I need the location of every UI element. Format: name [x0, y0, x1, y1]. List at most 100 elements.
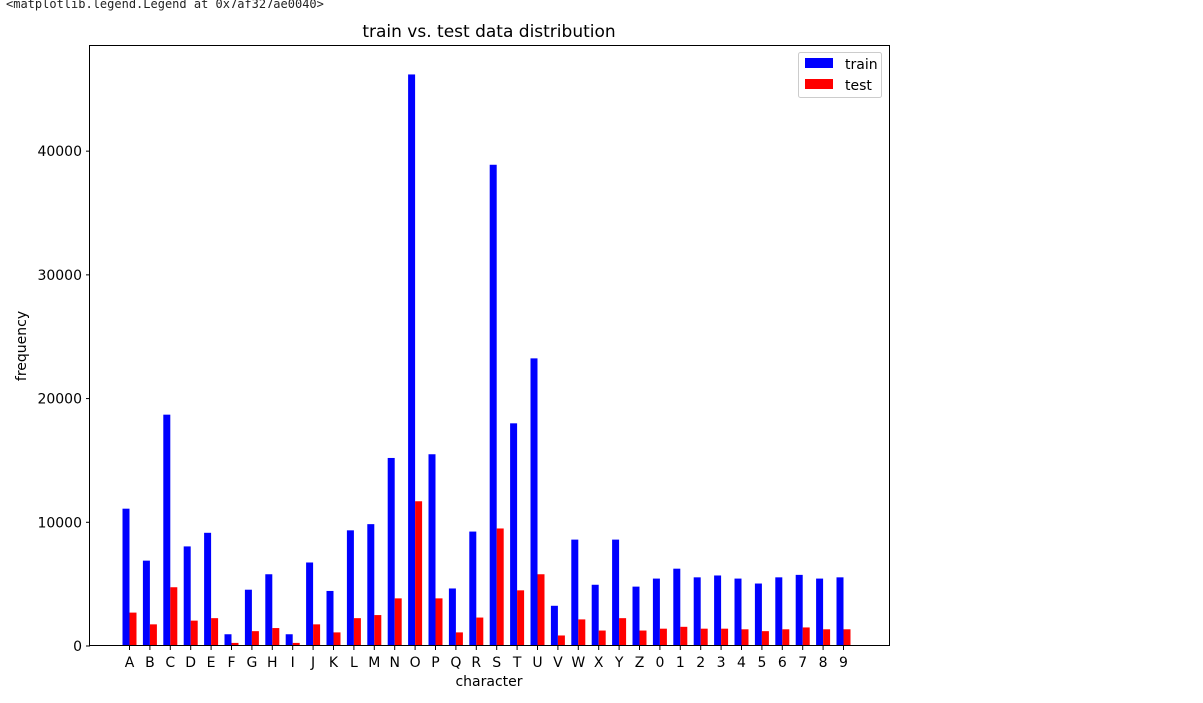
bar-test-N	[394, 598, 402, 646]
bar-train-U	[530, 358, 538, 646]
x-tick-label: A	[125, 655, 135, 671]
bar-train-4	[734, 578, 742, 646]
bar-train-L	[346, 530, 354, 646]
bar-test-E	[211, 618, 219, 646]
bar-train-8	[816, 578, 824, 646]
bar-test-P	[435, 598, 443, 646]
bar-test-F	[231, 642, 239, 646]
bar-test-J	[313, 624, 321, 646]
bar-test-C	[170, 587, 178, 646]
legend: train test	[798, 52, 882, 98]
bar-test-7	[802, 627, 810, 646]
bar-test-H	[272, 628, 280, 646]
bar-train-I	[285, 634, 293, 646]
x-tick-label: S	[492, 655, 501, 671]
bar-test-9	[843, 629, 851, 646]
x-tick-label: 4	[737, 655, 746, 671]
x-tick-label: I	[291, 655, 295, 671]
x-tick-label: J	[310, 655, 315, 671]
legend-swatch-test	[805, 79, 833, 89]
x-tick-label: E	[207, 655, 216, 671]
legend-label-train: train	[845, 57, 878, 73]
x-tick-label: B	[145, 655, 155, 671]
x-tick-label: 5	[757, 655, 766, 671]
bar-test-2	[700, 628, 708, 646]
x-tick-label: F	[227, 655, 235, 671]
plot-frame	[89, 45, 890, 646]
bar-train-S	[489, 164, 497, 646]
x-tick-label: V	[553, 655, 563, 671]
bar-train-B	[142, 560, 150, 646]
bar-train-M	[367, 524, 375, 646]
bar-test-M	[374, 615, 382, 646]
bar-train-G	[244, 589, 252, 646]
bar-test-K	[333, 632, 341, 646]
x-tick-label: H	[267, 655, 278, 671]
x-tick-label: P	[431, 655, 439, 671]
bar-test-Z	[639, 630, 647, 646]
bar-train-Y	[612, 539, 620, 646]
x-tick-label: U	[532, 655, 542, 671]
y-tick-label: 20000	[37, 392, 82, 408]
x-axis-label: character	[455, 674, 522, 690]
x-tick-label: N	[389, 655, 399, 671]
bar-test-G	[251, 631, 259, 646]
bar-train-W	[571, 539, 579, 646]
bar-train-5	[754, 583, 762, 646]
y-tick-label: 40000	[37, 144, 82, 160]
x-tick-label: W	[571, 655, 585, 671]
bar-train-N	[387, 457, 395, 646]
bar-test-I	[292, 642, 300, 646]
bar-test-X	[598, 630, 606, 646]
bar-train-C	[163, 414, 171, 646]
legend-swatch-train	[805, 58, 833, 68]
bar-train-H	[265, 574, 273, 646]
x-tick-label: 7	[798, 655, 807, 671]
bar-test-4	[741, 629, 749, 646]
bar-test-1	[680, 626, 688, 646]
bar-train-1	[673, 568, 681, 646]
bar-train-E	[204, 532, 212, 646]
bar-test-W	[578, 619, 586, 646]
x-tick-label: 9	[839, 655, 848, 671]
bar-train-3	[714, 575, 722, 646]
x-tick-label: K	[329, 655, 339, 671]
x-tick-label: L	[350, 655, 358, 671]
bar-train-K	[326, 590, 334, 646]
bar-test-6	[782, 629, 790, 646]
x-tick-label: T	[512, 655, 522, 671]
bar-test-3	[721, 628, 729, 646]
y-tick-label: 10000	[37, 515, 82, 531]
bar-train-0	[652, 578, 660, 646]
bar-test-Q	[455, 632, 463, 646]
x-tick-label: R	[471, 655, 481, 671]
bar-test-U	[537, 574, 545, 646]
x-tick-label: 0	[655, 655, 664, 671]
x-tick-label: 3	[717, 655, 726, 671]
x-tick-label: 1	[676, 655, 685, 671]
bar-train-V	[550, 605, 558, 646]
cell-output-text: <matplotlib.legend.Legend at 0x7af327ae0…	[6, 0, 324, 11]
bar-test-5	[761, 631, 769, 646]
bar-train-R	[469, 531, 477, 646]
x-tick-label: X	[594, 655, 604, 671]
bar-train-9	[836, 577, 844, 646]
bar-test-D	[190, 620, 198, 646]
bar-train-T	[510, 423, 518, 646]
y-tick-label: 30000	[37, 268, 82, 284]
x-tick-label: Q	[450, 655, 461, 671]
bar-train-2	[693, 577, 701, 646]
x-tick-label: 2	[696, 655, 705, 671]
bar-train-F	[224, 634, 232, 646]
x-tick-label: G	[246, 655, 257, 671]
x-tick-label: O	[410, 655, 421, 671]
legend-label-test: test	[845, 78, 872, 94]
bar-test-A	[129, 612, 137, 646]
y-tick-label: 0	[73, 639, 82, 655]
bar-train-Z	[632, 586, 640, 646]
bar-test-R	[476, 617, 484, 646]
x-tick-label: D	[185, 655, 196, 671]
bar-train-6	[775, 577, 783, 646]
